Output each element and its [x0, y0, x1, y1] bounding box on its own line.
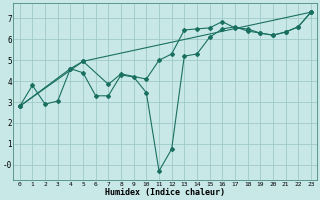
- X-axis label: Humidex (Indice chaleur): Humidex (Indice chaleur): [105, 188, 225, 197]
